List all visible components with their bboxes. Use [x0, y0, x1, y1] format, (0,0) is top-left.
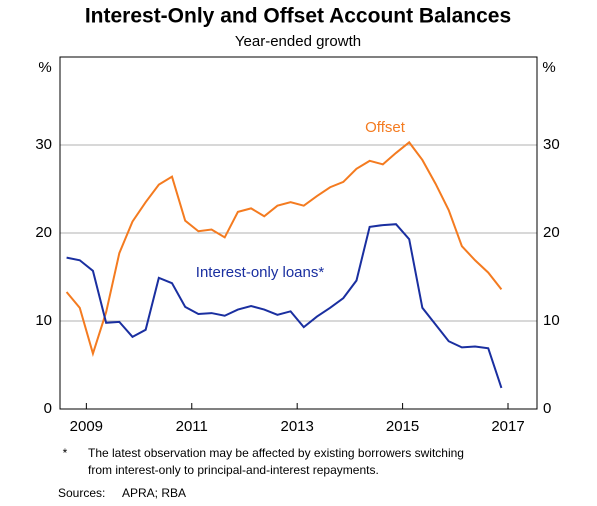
series-label: Interest-only loans*	[196, 264, 325, 281]
y-tick-label-right: 30	[543, 136, 560, 153]
y-unit-right: %	[542, 59, 555, 76]
note-line: from interest-only to principal-and-inte…	[88, 463, 379, 477]
chart-subtitle: Year-ended growth	[235, 33, 361, 50]
x-tick-label: 2011	[176, 418, 208, 435]
sources-label: Sources:	[58, 486, 105, 500]
chart-title: Interest-Only and Offset Account Balance…	[85, 5, 511, 28]
y-unit-left: %	[38, 59, 51, 76]
x-tick-label: 2017	[491, 418, 524, 435]
y-tick-label-right: 10	[543, 312, 560, 329]
sources-text: APRA; RBA	[122, 486, 186, 500]
series-label: Offset	[365, 119, 406, 136]
y-tick-label: 30	[35, 136, 52, 153]
x-tick-label: 2015	[386, 418, 419, 435]
y-tick-label: 20	[35, 224, 52, 241]
y-tick-label-right: 20	[543, 224, 560, 241]
x-tick-label: 2013	[280, 418, 313, 435]
series-line	[65, 140, 503, 358]
y-tick-label: 10	[35, 312, 52, 329]
plot-frame	[59, 56, 538, 410]
note-line: The latest observation may be affected b…	[88, 446, 464, 460]
y-tick-label: 0	[44, 400, 52, 417]
series-line	[66, 223, 503, 389]
note-marker: *	[63, 446, 68, 460]
y-tick-label-right: 0	[543, 400, 551, 417]
x-tick-label: 2009	[70, 418, 103, 435]
